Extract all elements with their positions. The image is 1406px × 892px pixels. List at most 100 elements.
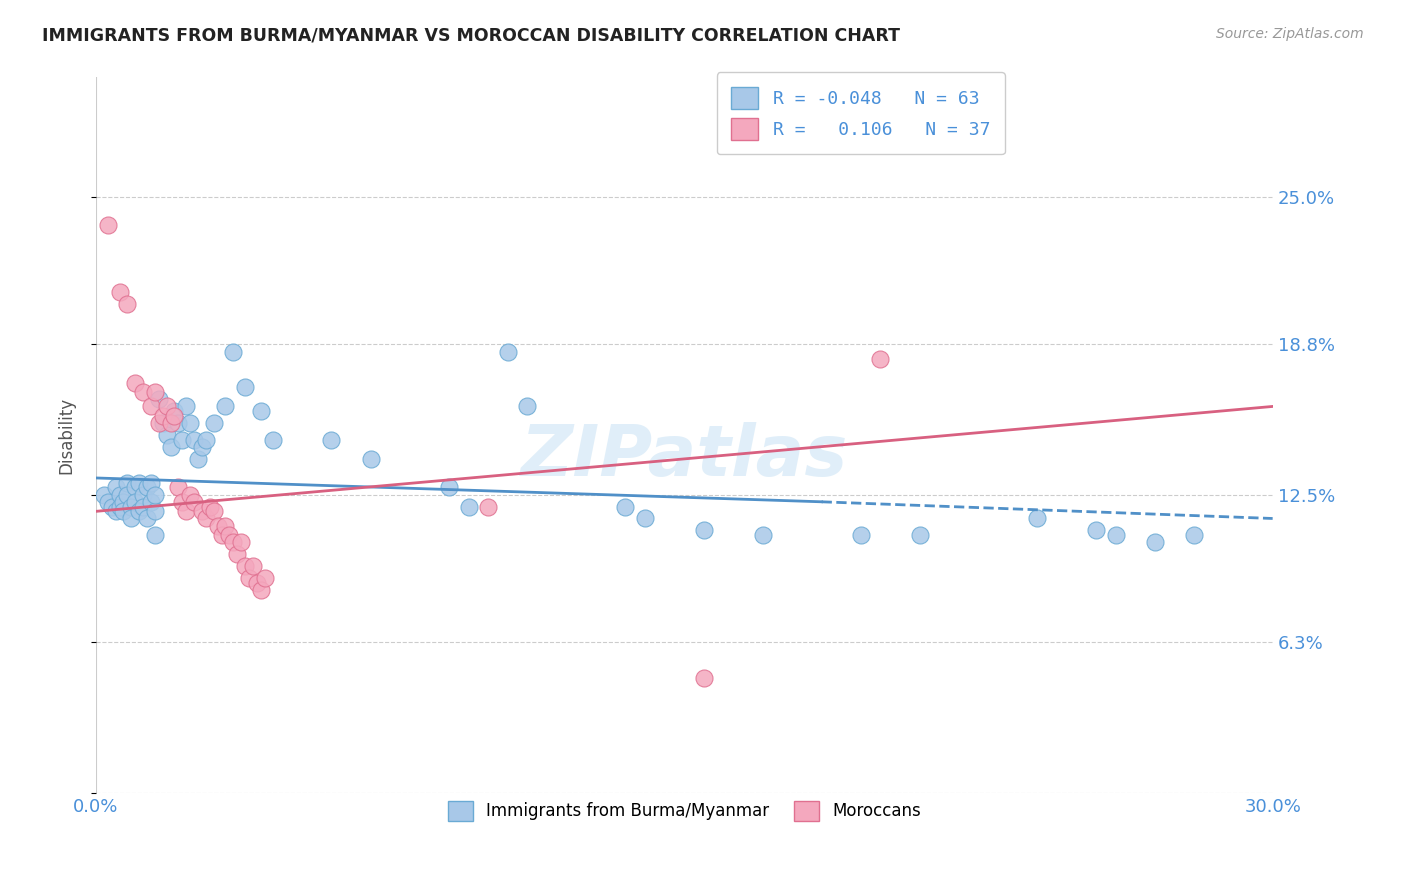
Point — [222, 344, 245, 359]
Point — [202, 504, 225, 518]
Point — [117, 475, 139, 490]
Point — [214, 400, 236, 414]
Point — [191, 504, 214, 518]
Point — [139, 400, 162, 414]
Point — [233, 380, 256, 394]
Point — [136, 511, 159, 525]
Point — [222, 535, 245, 549]
Point — [496, 344, 519, 359]
Point — [207, 518, 229, 533]
Point — [1026, 511, 1049, 525]
Point — [752, 528, 775, 542]
Point — [191, 440, 214, 454]
Point — [437, 481, 460, 495]
Point — [477, 500, 499, 514]
Point — [124, 376, 146, 390]
Text: IMMIGRANTS FROM BURMA/MYANMAR VS MOROCCAN DISABILITY CORRELATION CHART: IMMIGRANTS FROM BURMA/MYANMAR VS MOROCCA… — [42, 27, 900, 45]
Point — [1182, 528, 1205, 542]
Point — [202, 416, 225, 430]
Point — [132, 488, 155, 502]
Point — [242, 559, 264, 574]
Point — [167, 416, 190, 430]
Point — [136, 481, 159, 495]
Point — [156, 428, 179, 442]
Point — [124, 481, 146, 495]
Point — [226, 547, 249, 561]
Point — [124, 495, 146, 509]
Point — [1143, 535, 1166, 549]
Point — [179, 488, 201, 502]
Point — [516, 400, 538, 414]
Point — [262, 433, 284, 447]
Point — [179, 416, 201, 430]
Point — [253, 571, 276, 585]
Y-axis label: Disability: Disability — [58, 396, 75, 474]
Point — [108, 500, 131, 514]
Point — [117, 297, 139, 311]
Legend: Immigrants from Burma/Myanmar, Moroccans: Immigrants from Burma/Myanmar, Moroccans — [434, 788, 935, 834]
Point — [108, 285, 131, 299]
Point — [120, 511, 142, 525]
Point — [167, 481, 190, 495]
Point — [238, 571, 260, 585]
Point — [143, 385, 166, 400]
Point — [183, 495, 205, 509]
Point — [214, 518, 236, 533]
Point — [174, 400, 197, 414]
Point — [143, 504, 166, 518]
Point — [143, 528, 166, 542]
Point — [163, 409, 186, 423]
Point — [1085, 524, 1108, 538]
Point — [194, 433, 217, 447]
Text: Source: ZipAtlas.com: Source: ZipAtlas.com — [1216, 27, 1364, 41]
Point — [163, 404, 186, 418]
Point — [152, 409, 174, 423]
Point — [152, 416, 174, 430]
Point — [139, 475, 162, 490]
Point — [128, 475, 150, 490]
Point — [249, 582, 271, 597]
Point — [457, 500, 479, 514]
Point — [93, 488, 115, 502]
Point — [693, 671, 716, 685]
Point — [132, 500, 155, 514]
Point — [693, 524, 716, 538]
Point — [128, 504, 150, 518]
Point — [908, 528, 931, 542]
Point — [159, 416, 181, 430]
Point — [159, 440, 181, 454]
Point — [194, 511, 217, 525]
Point — [211, 528, 233, 542]
Text: ZIPatlas: ZIPatlas — [520, 422, 848, 491]
Point — [198, 500, 221, 514]
Point — [174, 504, 197, 518]
Point — [246, 575, 269, 590]
Point — [112, 504, 135, 518]
Point — [869, 351, 891, 366]
Point — [231, 535, 253, 549]
Point — [172, 433, 194, 447]
Point — [148, 392, 170, 407]
Point — [108, 488, 131, 502]
Point — [132, 385, 155, 400]
Point — [249, 404, 271, 418]
Point — [1105, 528, 1128, 542]
Point — [187, 451, 209, 466]
Point — [117, 488, 139, 502]
Point — [360, 451, 382, 466]
Point — [97, 219, 120, 233]
Point — [139, 495, 162, 509]
Point — [97, 495, 120, 509]
Point — [143, 488, 166, 502]
Point — [183, 433, 205, 447]
Point — [112, 495, 135, 509]
Point — [614, 500, 637, 514]
Point — [218, 528, 240, 542]
Point — [172, 495, 194, 509]
Point — [120, 500, 142, 514]
Point — [148, 416, 170, 430]
Point — [104, 504, 127, 518]
Point — [156, 400, 179, 414]
Point — [233, 559, 256, 574]
Point — [634, 511, 657, 525]
